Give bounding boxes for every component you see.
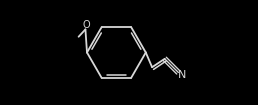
Text: O: O — [83, 20, 91, 30]
Text: N: N — [178, 70, 187, 80]
